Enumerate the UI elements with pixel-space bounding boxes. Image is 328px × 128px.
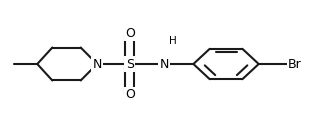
Text: S: S (126, 57, 134, 71)
Text: N: N (92, 57, 102, 71)
Text: O: O (125, 27, 134, 40)
Text: Br: Br (288, 57, 301, 71)
Text: N: N (159, 57, 169, 71)
Text: O: O (125, 88, 134, 101)
Text: H: H (169, 36, 177, 46)
